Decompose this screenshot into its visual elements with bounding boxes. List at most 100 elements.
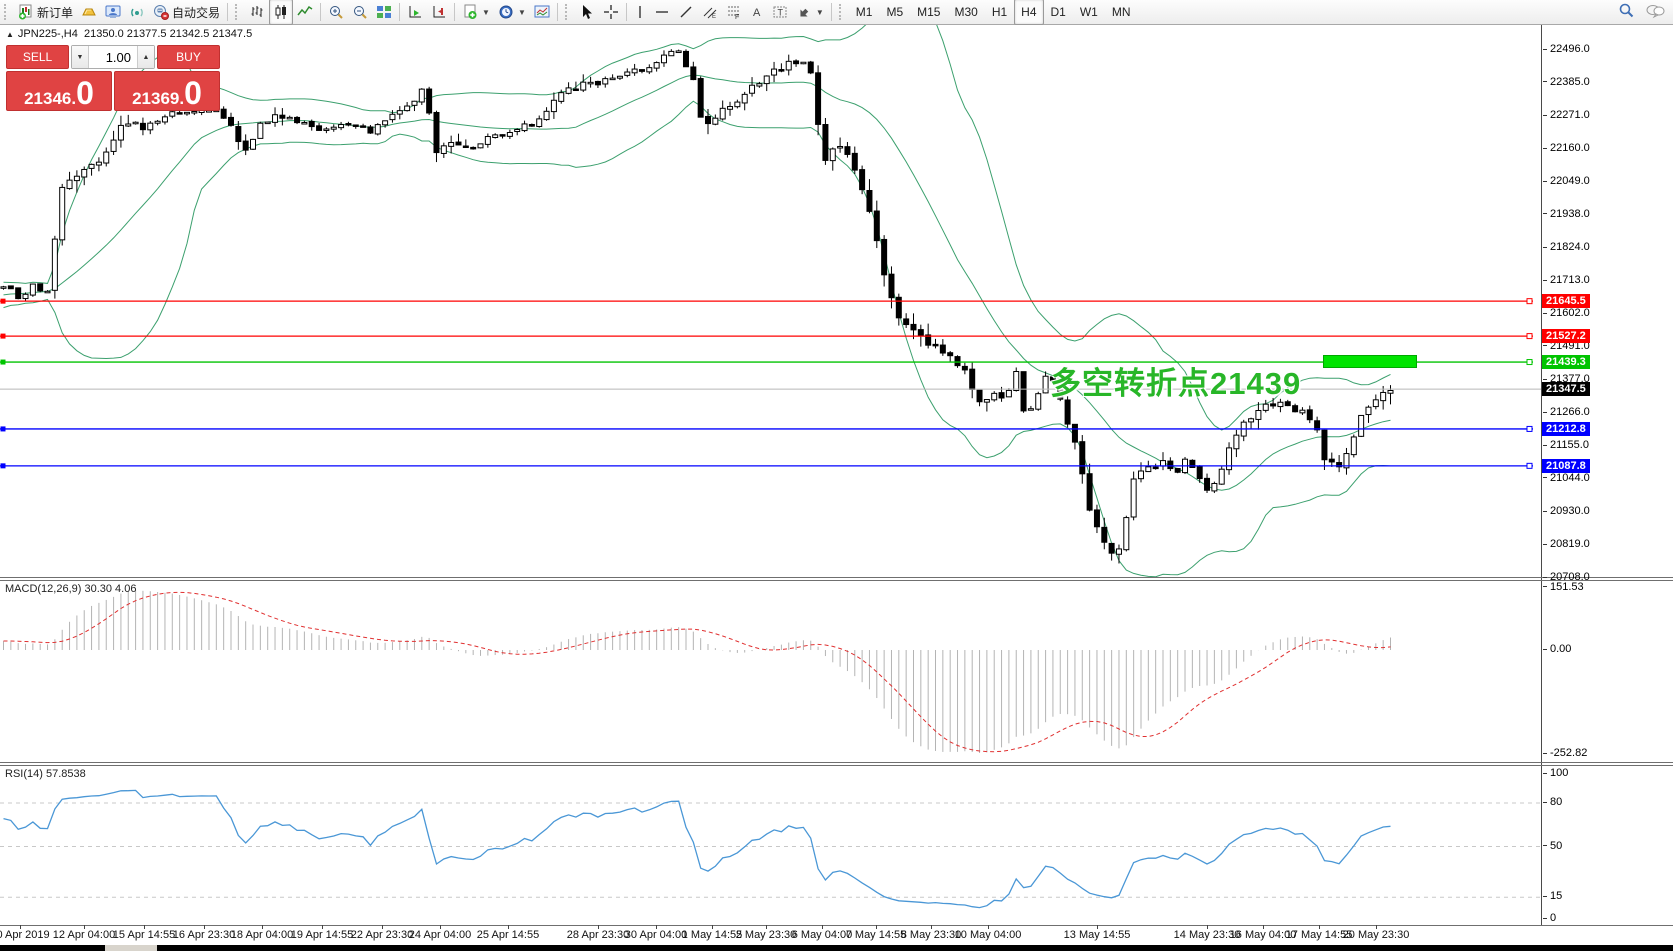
date-label: 8 May 23:30 [900, 929, 962, 941]
horizontal-line-tool-button[interactable] [650, 0, 674, 25]
new-chart-button[interactable]: ▼ [458, 0, 494, 25]
zoom-in-icon [328, 4, 344, 20]
date-label: 7 May 14:55 [845, 929, 907, 941]
text-icon: A [750, 4, 764, 20]
pane-separator[interactable] [0, 577, 1673, 578]
price-tag: 21087.8 [1542, 458, 1590, 473]
date-tick [440, 925, 441, 929]
pane-separator[interactable] [0, 762, 1673, 763]
svg-text:A: A [753, 7, 761, 19]
search-icon[interactable] [1618, 2, 1635, 22]
autotrading-button[interactable]: 自动交易 [149, 0, 224, 25]
timeframe-m30-button[interactable]: M30 [954, 5, 978, 19]
bar-chart-button[interactable] [245, 0, 269, 25]
toolbar-separator [454, 3, 456, 21]
symbol-title: JPN225-,H4 [17, 28, 78, 40]
templates-button[interactable] [530, 0, 554, 25]
trendline-tool-button[interactable] [674, 0, 698, 25]
price-axis-tick: 22385.0 [1543, 76, 1590, 88]
timeframe-mn-button[interactable]: MN [1111, 5, 1131, 19]
community-button[interactable] [101, 0, 125, 25]
date-tick [1263, 925, 1264, 929]
sell-price-dot: . [71, 89, 77, 108]
svg-text:T: T [777, 8, 783, 18]
highlight-rectangle[interactable] [1323, 355, 1417, 368]
auto-scroll-button[interactable] [403, 0, 427, 25]
date-label: 10 Apr 2019 [0, 929, 50, 941]
date-tick [712, 925, 713, 929]
price-tag: 21439.3 [1542, 355, 1590, 370]
text-label-icon: T [772, 4, 788, 20]
timeframe-d1-button[interactable]: D1 [1050, 5, 1066, 19]
tile-windows-icon [376, 4, 392, 20]
zoom-in-button[interactable] [324, 0, 348, 25]
signals-button[interactable] [125, 0, 149, 25]
text-label-tool-button[interactable]: T [768, 0, 792, 25]
collapse-panel-icon[interactable]: ▲ [6, 30, 14, 39]
date-label: 30 Apr 04:00 [624, 929, 688, 941]
crosshair-tool-button[interactable] [599, 0, 623, 25]
volume-stepper: ▼ 1.00 ▲ [71, 45, 155, 69]
buy-price-display[interactable]: 21369. 0 [114, 71, 220, 111]
date-label: 16 Apr 23:30 [172, 929, 236, 941]
date-tick [508, 925, 509, 929]
timeframe-m5-button[interactable]: M5 [886, 5, 904, 19]
timeframe-h4-button[interactable]: H4 [1014, 0, 1044, 25]
gold-button[interactable] [77, 0, 101, 25]
arrows-tool-button[interactable]: ▼ [792, 0, 828, 25]
pane-separator[interactable] [0, 765, 1673, 766]
date-tick [1097, 925, 1098, 929]
line-chart-button[interactable] [293, 0, 317, 25]
buy-button[interactable]: BUY [157, 45, 220, 69]
line-chart-icon [297, 4, 313, 20]
timeframe-w1-button[interactable]: W1 [1079, 5, 1098, 19]
svg-text:F: F [735, 14, 739, 20]
price-axis-tick: 22049.0 [1543, 175, 1590, 187]
bar-chart-icon [249, 4, 265, 20]
bottom-strip-segment [105, 945, 157, 951]
buy-price-big-digit: 0 [184, 75, 202, 112]
price-axis-tick: 21266.0 [1543, 406, 1590, 418]
timeframe-m1-button[interactable]: M1 [855, 5, 873, 19]
timeframe-h1-button[interactable]: H1 [991, 5, 1008, 19]
channel-tool-button[interactable]: E [698, 0, 722, 25]
sell-price-display[interactable]: 21346. 0 [6, 71, 112, 111]
gold-ingot-icon [81, 4, 97, 20]
fibonacci-tool-button[interactable]: F [722, 0, 746, 25]
rsi-axis-tick: 15 [1543, 890, 1562, 902]
clock-icon [498, 4, 514, 20]
date-label: 10 May 04:00 [954, 929, 1022, 941]
date-tick [822, 925, 823, 929]
cursor-tool-button[interactable] [575, 0, 599, 25]
text-tool-button[interactable]: A [746, 0, 768, 25]
chevron-down-icon: ▼ [517, 7, 526, 17]
chat-icon[interactable] [1645, 3, 1665, 22]
price-tag: 21527.2 [1542, 329, 1590, 344]
volume-input[interactable]: 1.00 [105, 49, 131, 65]
toolbar-separator [227, 3, 229, 21]
pane-separator[interactable] [0, 580, 1673, 581]
date-tick [656, 925, 657, 929]
ohlc-values: 21350.0 21377.5 21342.5 21347.5 [83, 28, 253, 40]
vertical-line-tool-button[interactable] [630, 0, 650, 25]
date-tick [766, 925, 767, 929]
new-order-button[interactable]: 新订单 [14, 0, 77, 25]
autotrading-label: 自动交易 [172, 5, 221, 20]
vertical-line-icon [634, 4, 646, 20]
periods-button[interactable]: ▼ [494, 0, 530, 25]
buy-price-main: 21369 [132, 89, 180, 108]
chart-shift-button[interactable] [427, 0, 451, 25]
date-label: 25 Apr 14:55 [476, 929, 540, 941]
date-tick [1319, 925, 1320, 929]
zoom-out-button[interactable] [348, 0, 372, 25]
timeframe-m15-button[interactable]: M15 [917, 5, 941, 19]
sell-button[interactable]: SELL [6, 45, 69, 69]
volume-decrease-button[interactable]: ▼ [72, 46, 89, 68]
volume-increase-button[interactable]: ▲ [137, 46, 154, 68]
chart-annotation-text[interactable]: 多空转折点21439 [1050, 366, 1302, 401]
tile-windows-button[interactable] [372, 0, 396, 25]
candlestick-chart-button[interactable] [269, 0, 294, 25]
main-toolbar: 新订单 自动交易 [0, 0, 1673, 25]
toolbar-separator [830, 3, 832, 21]
